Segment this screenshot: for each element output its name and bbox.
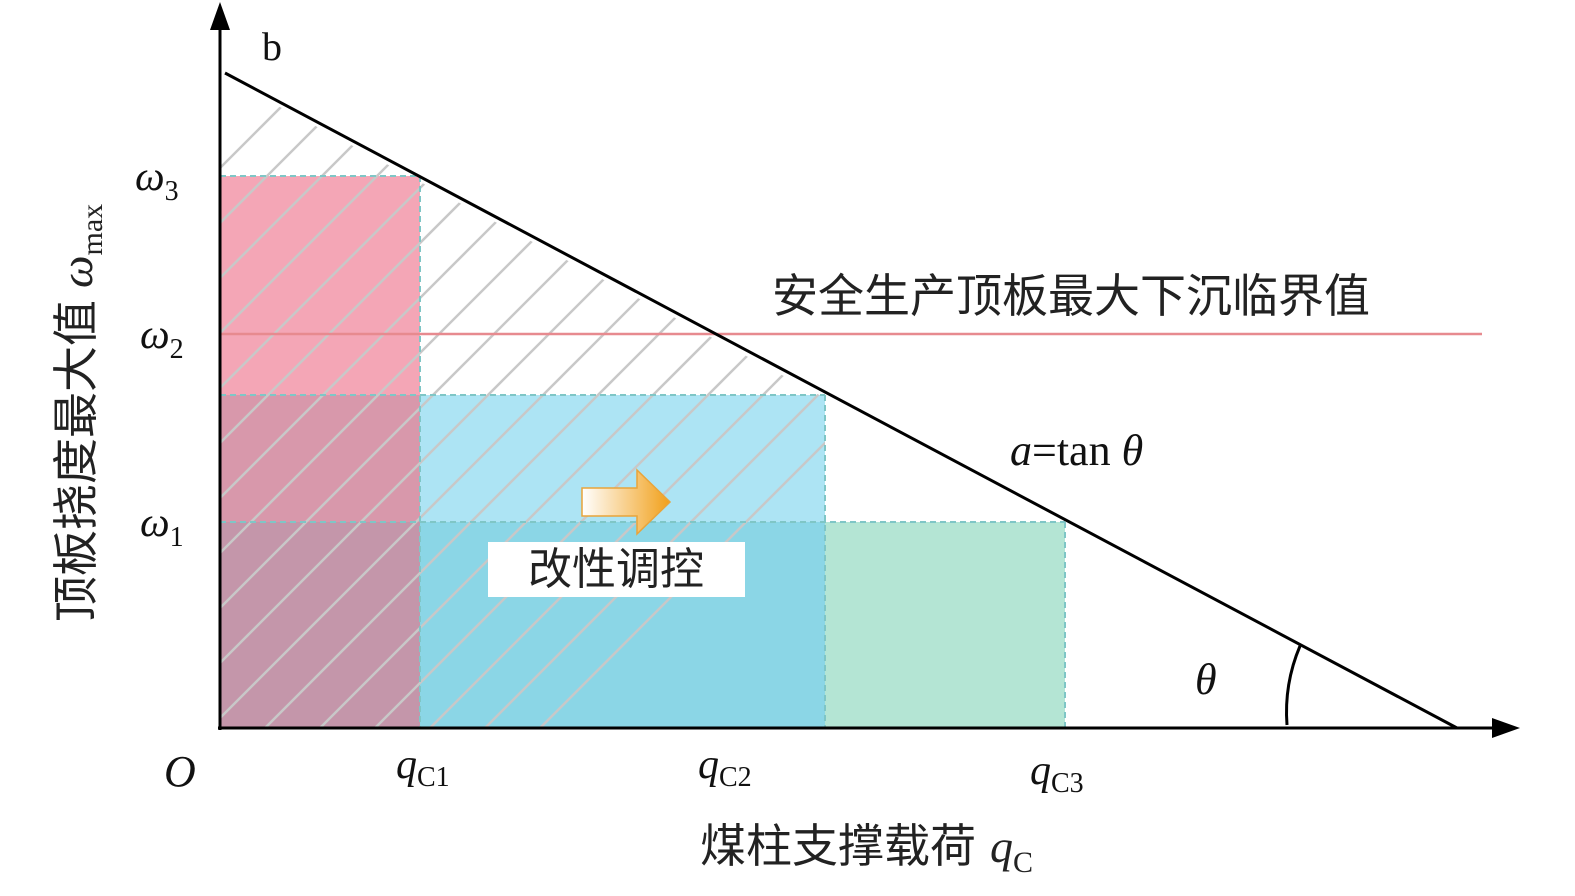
control-label: 改性调控 — [528, 544, 704, 595]
origin-label: O — [164, 747, 196, 796]
y-tick-omega3: ω3 — [135, 154, 179, 207]
x-axis-title: 煤柱支撑载荷 qC — [700, 819, 1033, 879]
angle-arc — [1285, 645, 1302, 726]
hatch-line — [539, 75, 825, 728]
x-axis-arrowhead — [1492, 718, 1520, 738]
hatch-line — [484, 75, 825, 728]
y-axis-arrowhead — [210, 2, 230, 30]
critical-line-label: 安全生产顶板最大下沉临界值 — [772, 269, 1370, 323]
y-tick-omega1: ω1 — [140, 500, 184, 553]
angle-label: θ — [1195, 655, 1217, 704]
hatch-line — [374, 75, 825, 728]
slope-line — [224, 71, 1458, 730]
control-label-box — [488, 542, 745, 597]
hatch-line — [220, 75, 361, 728]
hatch-line — [220, 75, 416, 728]
x-tick-qc3: qC3 — [1030, 748, 1084, 799]
arrow-icon — [581, 468, 672, 536]
hatch-line — [319, 75, 825, 728]
hatch-line — [429, 75, 825, 728]
slope-label: a=tan θ — [1010, 426, 1143, 475]
region-mauve-light — [220, 395, 420, 522]
dashed-outlines — [220, 175, 1066, 728]
hatch-line — [264, 75, 825, 728]
x-tick-qc2: qC2 — [698, 742, 752, 793]
region-mauve — [220, 522, 420, 728]
y-axis-title: 顶板挠度最大值ωmax — [49, 204, 109, 622]
region-pink — [220, 176, 420, 395]
region-green — [825, 522, 1065, 728]
panel-label: b — [262, 24, 282, 69]
y-tick-omega2: ω2 — [140, 312, 184, 365]
x-tick-qc1: qC1 — [396, 742, 450, 793]
